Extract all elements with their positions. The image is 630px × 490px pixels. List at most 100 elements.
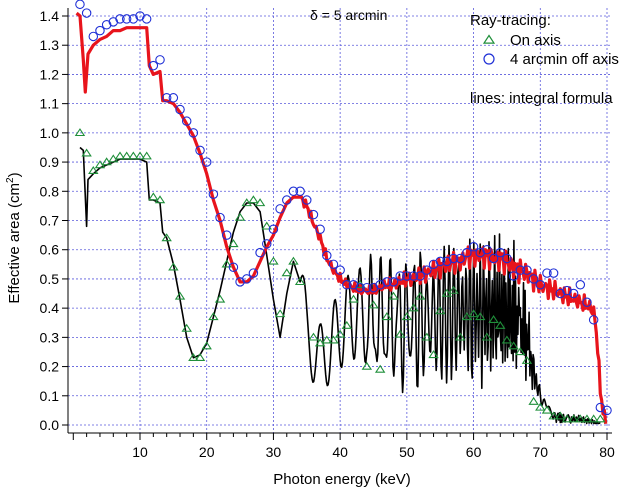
y-tick-label: 0.6 xyxy=(40,242,60,258)
off-axis-marker xyxy=(575,280,586,290)
off-axis-marker xyxy=(128,14,139,24)
on-axis-marker xyxy=(488,315,499,324)
off-axis-marker xyxy=(395,271,405,281)
on-axis-marker xyxy=(221,259,232,268)
series-markers xyxy=(74,0,612,423)
y-tick-label: 0.8 xyxy=(40,183,60,199)
on-axis-marker xyxy=(555,411,566,420)
on-axis-marker xyxy=(588,414,599,423)
off-axis-marker xyxy=(382,277,392,287)
on-axis-marker xyxy=(508,341,519,350)
legend-off-axis-marker xyxy=(483,53,495,65)
off-axis-marker xyxy=(528,274,539,284)
on-axis-marker xyxy=(74,128,86,137)
on-axis-marker xyxy=(414,291,426,300)
off-axis-marker xyxy=(155,55,165,65)
on-axis-marker xyxy=(434,306,446,315)
off-axis-marker xyxy=(108,17,119,27)
on-axis-marker xyxy=(288,256,299,265)
on-axis-marker xyxy=(281,268,292,277)
y-tick-label: 0.3 xyxy=(40,329,60,345)
on-axis-marker xyxy=(274,309,286,318)
off-axis-marker xyxy=(268,224,279,235)
off-axis-marker xyxy=(295,186,305,197)
on-axis-marker xyxy=(495,320,506,329)
on-axis-marker xyxy=(334,329,346,338)
on-axis-marker xyxy=(194,353,206,362)
on-axis-marker xyxy=(521,355,533,364)
on-axis-marker xyxy=(261,221,272,230)
on-axis-formula-line xyxy=(79,146,601,425)
on-axis-marker xyxy=(448,285,459,294)
y-tick-label: 0.2 xyxy=(40,359,60,375)
on-axis-marker xyxy=(234,212,246,221)
y-tick-label: 1.3 xyxy=(40,37,60,53)
off-axis-marker xyxy=(475,247,485,258)
off-axis-marker xyxy=(515,265,526,275)
y-tick-label: 1.4 xyxy=(40,8,60,24)
y-tick-label: 1.0 xyxy=(40,125,60,141)
off-axis-marker xyxy=(141,14,152,24)
off-axis-marker xyxy=(315,224,325,235)
on-axis-marker xyxy=(268,256,279,265)
off-axis-marker xyxy=(228,262,239,272)
on-axis-marker xyxy=(348,294,359,303)
off-axis-marker xyxy=(442,256,452,267)
off-axis-marker xyxy=(308,209,319,220)
x-tick-label: 60 xyxy=(466,444,482,460)
off-axis-marker xyxy=(422,265,432,275)
legend: Ray-tracing: On axis 4 arcmin off axis li… xyxy=(470,12,619,107)
off-axis-marker xyxy=(275,204,285,214)
on-axis-marker xyxy=(228,239,239,248)
off-axis-marker xyxy=(502,253,512,264)
on-axis-marker xyxy=(174,291,186,300)
off-axis-marker xyxy=(322,250,332,261)
off-axis-marker xyxy=(415,271,425,281)
series-lines xyxy=(75,11,608,425)
off-axis-marker xyxy=(462,247,472,258)
on-axis-marker xyxy=(575,414,586,423)
off-axis-marker xyxy=(195,145,205,156)
off-axis-marker xyxy=(348,280,359,290)
on-axis-marker xyxy=(568,414,579,423)
on-axis-marker xyxy=(428,350,439,359)
off-axis-marker xyxy=(288,186,299,197)
legend-off-axis-label: 4 arcmin off axis xyxy=(510,51,619,68)
x-axis-title: Photon energy (keV) xyxy=(273,471,411,488)
off-axis-marker xyxy=(262,239,272,249)
off-axis-marker xyxy=(81,8,92,18)
legend-title: Ray-tracing: xyxy=(470,12,551,29)
off-axis-marker xyxy=(602,405,612,416)
off-axis-marker xyxy=(95,25,105,36)
off-axis-marker xyxy=(455,253,465,264)
on-axis-marker xyxy=(128,151,139,160)
on-axis-marker xyxy=(401,312,413,321)
on-axis-marker xyxy=(455,332,466,341)
on-axis-marker xyxy=(254,198,266,207)
off-axis-marker xyxy=(175,104,185,115)
off-axis-marker xyxy=(488,253,499,264)
on-axis-marker xyxy=(561,414,573,423)
off-axis-marker xyxy=(435,256,445,267)
on-axis-marker xyxy=(201,341,212,350)
on-axis-marker xyxy=(361,361,373,370)
off-axis-marker xyxy=(88,31,99,42)
x-tick-label: 20 xyxy=(199,444,215,460)
off-axis-marker xyxy=(508,271,519,281)
off-axis-marker xyxy=(135,11,145,21)
off-axis-marker xyxy=(368,282,379,293)
off-axis-marker xyxy=(208,189,219,199)
y-tick-label: 1.2 xyxy=(40,66,60,82)
off-axis-marker xyxy=(248,268,259,278)
on-axis-marker xyxy=(368,300,379,309)
y-tick-label: 0.4 xyxy=(40,300,60,316)
off-axis-marker xyxy=(255,247,265,258)
on-axis-marker xyxy=(321,335,333,344)
axes: 0.0 0.1 0.2 0.3 0.4 0.5 0.6 0.7 0.8 0.9 1.0 1.1 1.2 1… xyxy=(40,8,615,460)
on-axis-marker xyxy=(374,364,386,373)
off-axis-marker xyxy=(282,195,292,205)
on-axis-marker xyxy=(421,332,433,341)
off-axis-marker xyxy=(548,268,559,278)
off-axis-marker xyxy=(362,282,372,293)
